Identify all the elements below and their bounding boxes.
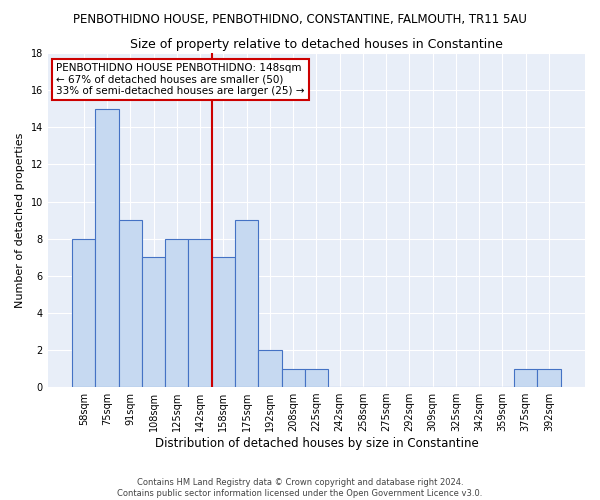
Text: Contains HM Land Registry data © Crown copyright and database right 2024.
Contai: Contains HM Land Registry data © Crown c… [118,478,482,498]
Bar [165,238,188,387]
Bar [235,220,258,387]
Bar [281,368,305,387]
X-axis label: Distribution of detached houses by size in Constantine: Distribution of detached houses by size … [155,437,478,450]
Bar [258,350,281,387]
Y-axis label: Number of detached properties: Number of detached properties [15,132,25,308]
Text: PENBOTHIDNO HOUSE PENBOTHIDNO: 148sqm
← 67% of detached houses are smaller (50)
: PENBOTHIDNO HOUSE PENBOTHIDNO: 148sqm ← … [56,63,304,96]
Title: Size of property relative to detached houses in Constantine: Size of property relative to detached ho… [130,38,503,51]
Bar [305,368,328,387]
Bar [514,368,538,387]
Bar [142,257,165,387]
Bar [212,257,235,387]
Bar [95,108,119,387]
Bar [188,238,212,387]
Bar [119,220,142,387]
Bar [72,238,95,387]
Text: PENBOTHIDNO HOUSE, PENBOTHIDNO, CONSTANTINE, FALMOUTH, TR11 5AU: PENBOTHIDNO HOUSE, PENBOTHIDNO, CONSTANT… [73,12,527,26]
Bar [538,368,560,387]
